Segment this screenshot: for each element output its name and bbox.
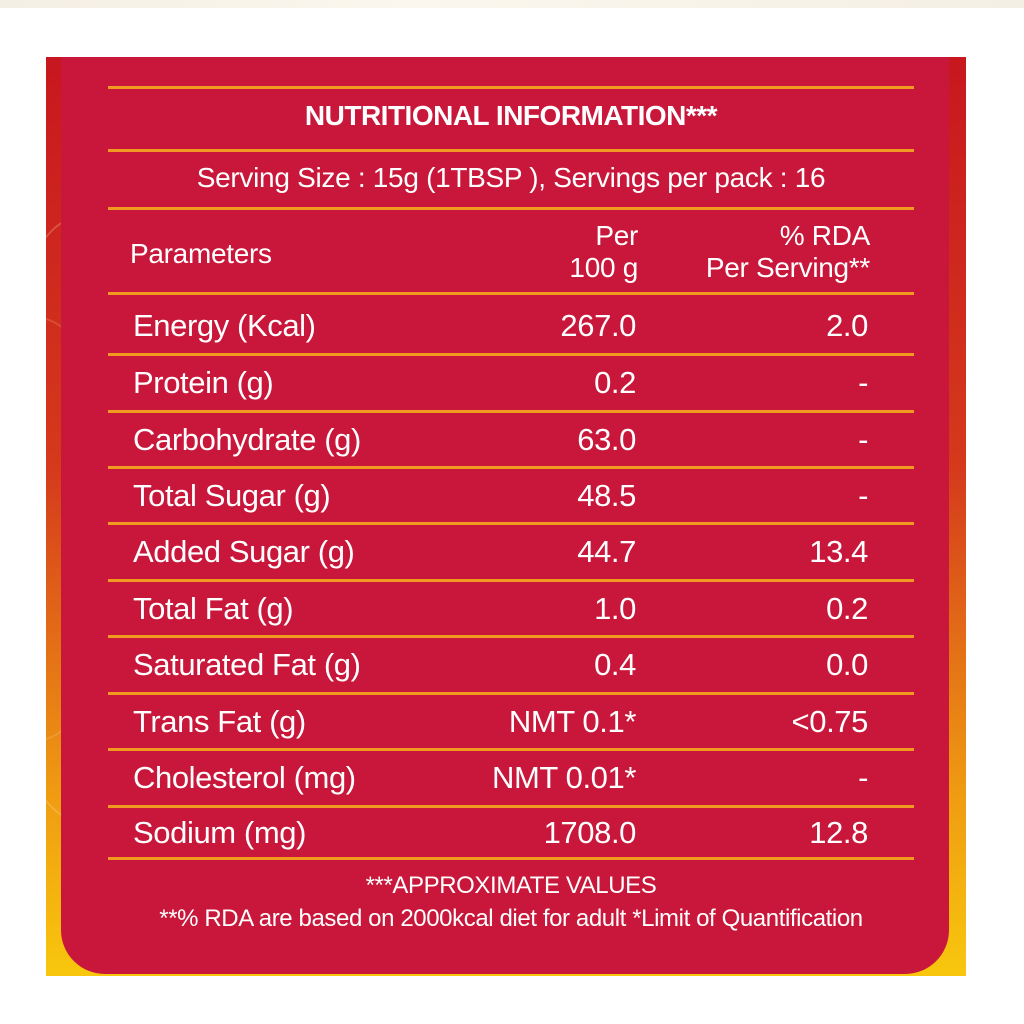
- header-per-100g-line2: 100 g: [569, 252, 638, 283]
- divider: [108, 86, 914, 89]
- row-per-100g: 1.0: [594, 591, 636, 626]
- divider: [108, 466, 914, 469]
- divider: [108, 748, 914, 751]
- row-per-100g: 48.5: [577, 478, 636, 513]
- footnote-rda: **% RDA are based on 2000kcal diet for a…: [159, 905, 863, 932]
- header-per-100g: Per 100 g: [569, 220, 638, 284]
- divider: [108, 149, 914, 152]
- row-rda: -: [858, 422, 868, 457]
- divider: [108, 207, 914, 210]
- table-row: Total Sugar (g) 48.5 -: [108, 469, 914, 523]
- divider: [108, 805, 914, 808]
- row-parameter: Sodium (mg): [133, 815, 307, 850]
- divider: [108, 410, 914, 413]
- divider: [108, 635, 914, 638]
- table-row: Saturated Fat (g) 0.4 0.0: [108, 638, 914, 692]
- header-rda-line2: Per Serving**: [705, 252, 870, 283]
- divider: [108, 692, 914, 695]
- row-rda: 0.2: [826, 591, 868, 626]
- table-row: Carbohydrate (g) 63.0 -: [108, 413, 914, 467]
- divider: [108, 522, 914, 525]
- row-parameter: Saturated Fat (g): [133, 647, 361, 682]
- divider: [108, 292, 914, 295]
- row-per-100g: NMT 0.1*: [508, 704, 637, 739]
- row-per-100g: NMT 0.01*: [492, 760, 636, 795]
- header-parameters: Parameters: [130, 238, 272, 269]
- row-per-100g: 1708.0: [543, 815, 637, 850]
- row-per-100g: 44.7: [577, 534, 636, 569]
- row-per-100g: 267.0: [560, 308, 636, 343]
- table-row: Sodium (mg) 1708.0 12.8: [108, 806, 914, 860]
- row-parameter: Trans Fat (g): [133, 704, 306, 739]
- table-row: Trans Fat (g) NMT 0.1* <0.75: [108, 695, 914, 749]
- table-row: Added Sugar (g) 44.7 13.4: [108, 525, 914, 579]
- header-rda: % RDA Per Serving**: [706, 220, 870, 284]
- row-rda: -: [858, 365, 868, 400]
- row-parameter: Carbohydrate (g): [133, 422, 361, 457]
- divider: [108, 857, 914, 860]
- row-parameter: Added Sugar (g): [133, 534, 355, 569]
- row-per-100g: 0.2: [594, 365, 636, 400]
- row-parameter: Energy (Kcal): [133, 308, 316, 343]
- header-per-100g-line1: Per: [595, 220, 638, 251]
- row-parameter: Cholesterol (mg): [133, 760, 356, 795]
- row-rda: 2.0: [826, 308, 868, 343]
- row-parameter: Total Sugar (g): [133, 478, 331, 513]
- row-rda: -: [858, 760, 868, 795]
- header-rda-line1: % RDA: [779, 220, 871, 251]
- row-parameter: Total Fat (g): [133, 591, 294, 626]
- table-row: Cholesterol (mg) NMT 0.01* -: [108, 751, 914, 805]
- row-rda: 12.8: [809, 815, 868, 850]
- divider: [108, 579, 914, 582]
- row-per-100g: 63.0: [577, 422, 636, 457]
- row-per-100g: 0.4: [594, 647, 636, 682]
- table-row: Total Fat (g) 1.0 0.2: [108, 582, 914, 636]
- top-strip: [0, 0, 1024, 8]
- row-rda: 0.0: [826, 647, 868, 682]
- footnote-approximate: ***APPROXIMATE VALUES: [365, 872, 657, 899]
- table-row: Energy (Kcal) 267.0 2.0: [108, 299, 914, 353]
- row-rda: 13.4: [809, 534, 868, 569]
- row-rda: <0.75: [791, 704, 869, 739]
- serving-info: Serving Size : 15g (1TBSP ), Servings pe…: [196, 162, 826, 193]
- table-row: Protein (g) 0.2 -: [108, 356, 914, 410]
- table-title: NUTRITIONAL INFORMATION***: [304, 100, 718, 131]
- divider: [108, 353, 914, 356]
- row-parameter: Protein (g): [133, 365, 274, 400]
- row-rda: -: [858, 478, 868, 513]
